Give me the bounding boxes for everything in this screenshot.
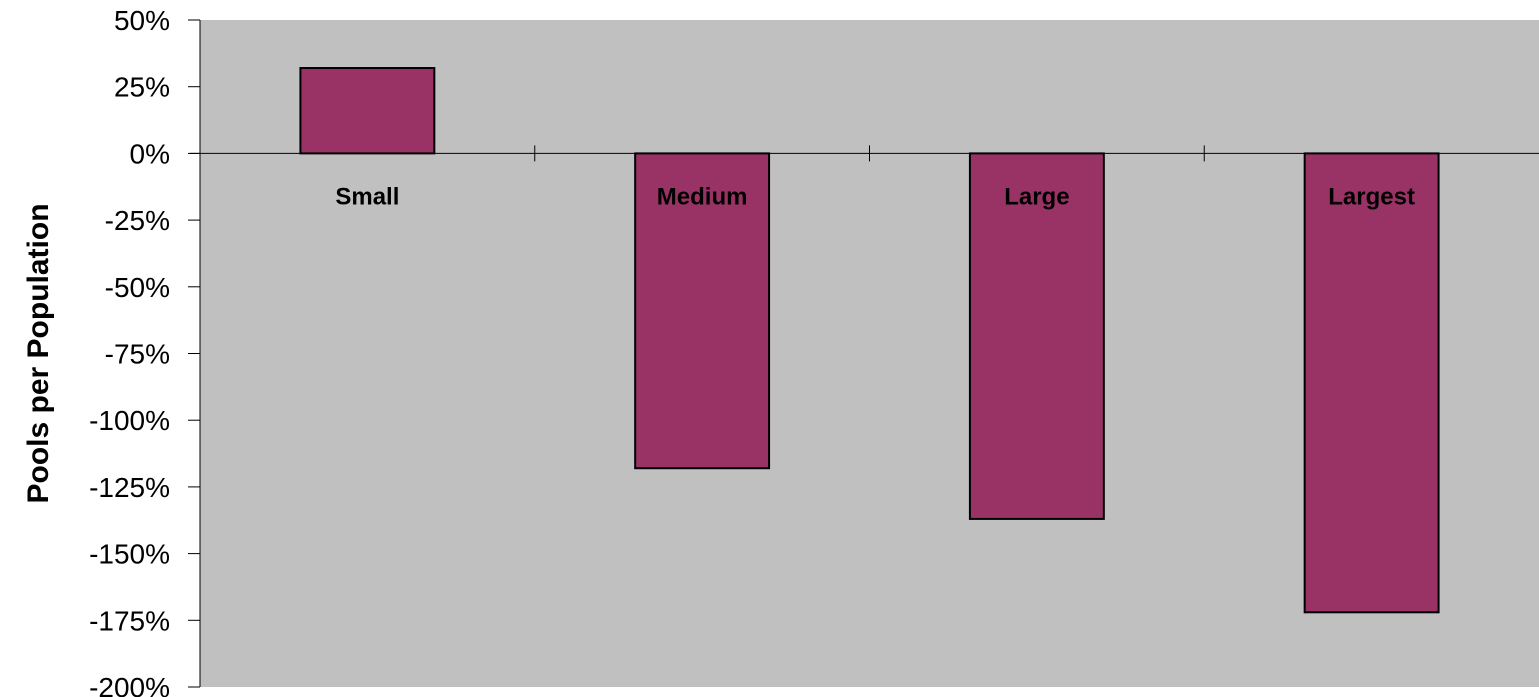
y-tick-label: -150% xyxy=(89,539,170,570)
y-tick-label: -75% xyxy=(105,339,170,370)
y-tick-label: -200% xyxy=(89,672,170,697)
y-tick-label: -175% xyxy=(89,605,170,636)
y-tick-label: -50% xyxy=(105,272,170,303)
y-tick-label: 25% xyxy=(114,72,170,103)
bar-small xyxy=(299,67,436,155)
bar-largest xyxy=(1303,152,1440,614)
y-tick-label: -125% xyxy=(89,472,170,503)
category-label-small: Small xyxy=(335,183,399,210)
y-tick-label: 0% xyxy=(130,138,170,169)
y-tick-label: 50% xyxy=(114,5,170,36)
bars-group xyxy=(299,67,1440,614)
y-tick-label: -100% xyxy=(89,405,170,436)
category-label-large: Large xyxy=(1004,183,1069,210)
bar-large xyxy=(968,152,1105,520)
category-label-largest: Largest xyxy=(1328,183,1415,210)
y-axis-label: Pools per Population xyxy=(22,203,55,503)
x-ticks-group xyxy=(534,145,1205,162)
y-ticks-group: 50% 25% 0% -25% -50% -75% -100% -125% -150% -175%… xyxy=(89,5,200,697)
category-label-medium: Medium xyxy=(657,183,748,210)
y-tick-label: -25% xyxy=(105,205,170,236)
category-labels-group: Small Medium Large Largest xyxy=(335,183,1415,210)
